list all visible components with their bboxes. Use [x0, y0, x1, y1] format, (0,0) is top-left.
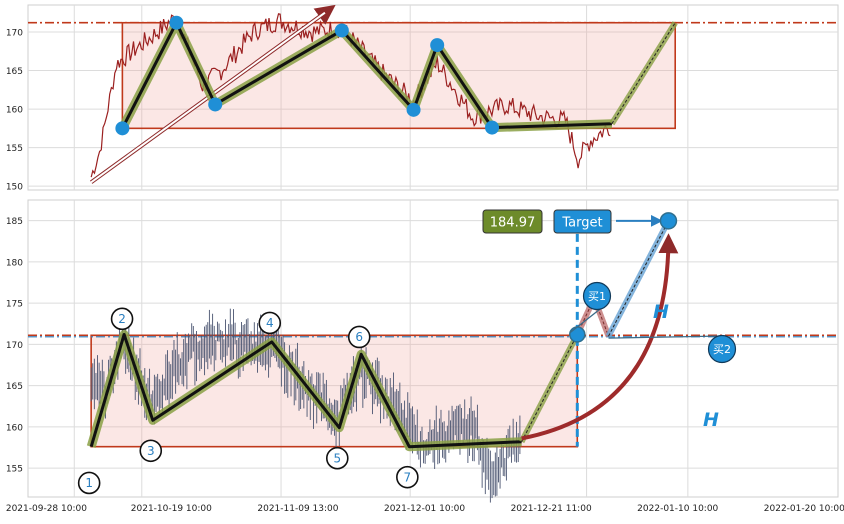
x-tick-label: 2021-09-28 10:00	[6, 504, 87, 514]
buy2-bubble	[707, 334, 737, 364]
pivot-label: 1	[85, 476, 93, 490]
bottom-target-point	[659, 212, 678, 230]
top-pivot-point	[430, 38, 445, 53]
bottom-ytick-label: 170	[6, 341, 23, 351]
top-pivot-point	[169, 15, 184, 30]
pivot-label-circle	[110, 307, 134, 331]
bottom-ytick-label: 180	[6, 258, 23, 268]
target-label-text: Target	[561, 216, 602, 231]
top-ytick-label: 160	[6, 106, 23, 116]
target-value-badge	[482, 209, 543, 234]
top-pivot-point	[485, 120, 500, 135]
x-tick-label: 2021-12-21 11:00	[511, 504, 592, 514]
top-pivot-point	[406, 102, 421, 117]
x-tick-label: 2021-12-01 10:00	[384, 504, 465, 514]
top-ytick-label: 150	[6, 183, 23, 193]
top-pivot-point	[115, 121, 130, 136]
bottom-ytick-label: 185	[6, 217, 23, 227]
height-label-upper: H	[653, 301, 669, 323]
top-panel: 150 155 160 165 170	[6, 4, 839, 193]
pivot-label-circle	[258, 311, 282, 335]
pivot-label: 6	[355, 330, 363, 344]
pivot-label: 2	[118, 312, 126, 326]
x-axis: 2021-09-28 10:00 2021-10-19 10:00 2021-11-…	[6, 504, 844, 514]
bottom-zigzag-line	[89, 333, 522, 449]
pivot-label-circle	[139, 439, 163, 463]
pivot-label-circle	[347, 325, 371, 349]
pivot-label: 5	[333, 451, 341, 465]
buy2-label: 买2	[713, 343, 731, 356]
top-zigzag-line	[121, 21, 612, 130]
top-pivot-point	[208, 97, 223, 112]
top-frame	[27, 4, 839, 191]
bottom-breakout-point	[569, 326, 586, 343]
bottom-ytick-label: 175	[6, 300, 23, 310]
x-tick-label: 2022-01-10 10:00	[637, 504, 718, 514]
bottom-projection-curve	[521, 233, 679, 441]
height-label-lower: H	[703, 409, 719, 431]
buy2-pointer	[608, 335, 723, 339]
x-tick-label: 2021-11-09 13:00	[257, 504, 338, 514]
top-ytick-label: 170	[6, 28, 23, 38]
pivot-label: 7	[404, 470, 412, 484]
pivot-label: 4	[266, 316, 274, 330]
bottom-breakout-line	[521, 334, 578, 442]
bottom-ytick-label: 160	[6, 423, 23, 433]
buy1-label: 买1	[588, 290, 606, 303]
bottom-target-line	[608, 220, 669, 337]
x-tick-label: 2021-10-19 10:00	[131, 504, 212, 514]
target-label-badge	[553, 209, 612, 234]
top-ytick-label: 155	[6, 144, 23, 154]
pivot-label-circle	[396, 465, 419, 489]
bottom-ytick-label: 165	[6, 382, 23, 392]
top-breakout-band	[609, 21, 678, 126]
top-pivot-point	[334, 23, 349, 38]
pivot-label: 3	[147, 444, 155, 458]
x-tick-label: 2022-01-20 10:00	[764, 504, 844, 514]
target-value-text: 184.97	[490, 216, 536, 231]
buy1-bubble	[582, 281, 612, 311]
bottom-ytick-label: 155	[6, 465, 23, 475]
pivot-label-circle	[325, 446, 349, 470]
pivot-label-circle	[77, 471, 101, 495]
bottom-panel: 155 160 165 170 175 180 185 1 2 3 4 5 6 7 买1 买2 H H 184.97…	[6, 199, 839, 503]
top-ytick-label: 165	[6, 67, 23, 77]
